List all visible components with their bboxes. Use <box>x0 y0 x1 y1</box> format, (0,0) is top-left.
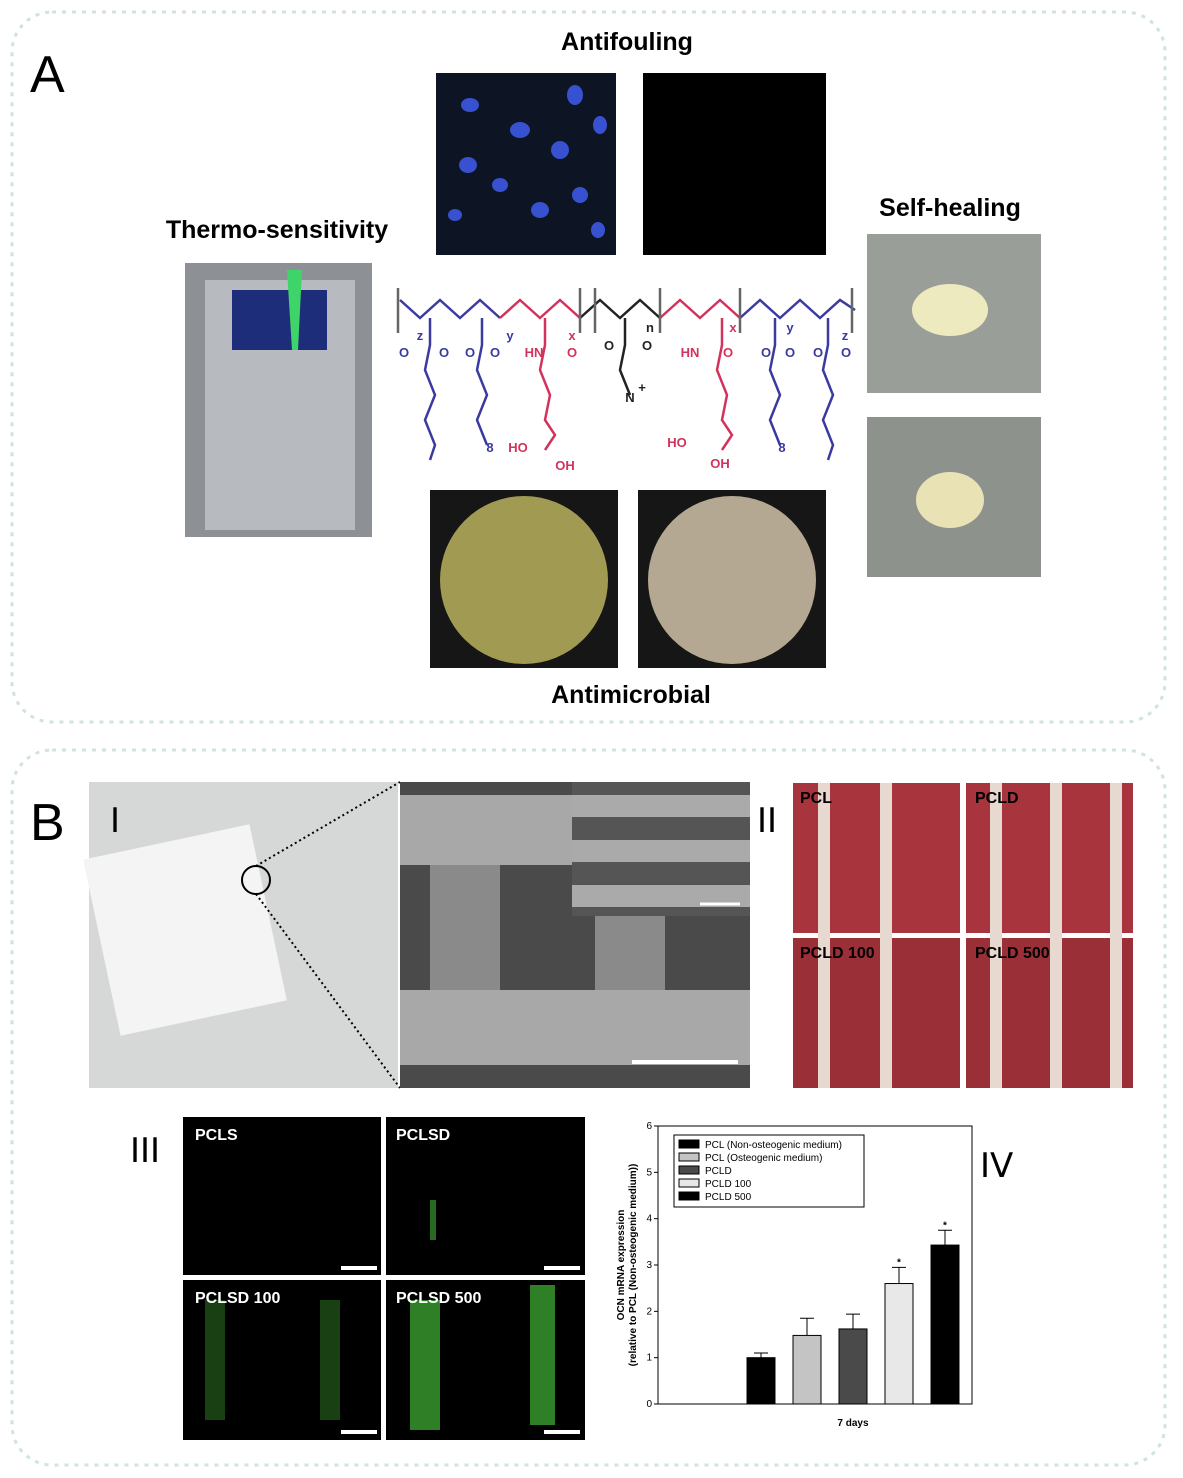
structure-label: y <box>506 328 514 343</box>
sub-label: IV <box>980 1146 1013 1186</box>
structure-label: z <box>417 328 424 343</box>
y-label: (relative to PCL (Non-osteogenic medium)… <box>628 1164 639 1367</box>
y-tick-label: 2 <box>646 1306 652 1317</box>
structure-label: O <box>761 345 771 360</box>
x-label: 7 days <box>837 1418 869 1429</box>
y-tick-label: 6 <box>646 1121 652 1132</box>
legend-swatch <box>678 1191 700 1201</box>
panel-label: B <box>30 794 65 852</box>
structure-label: y <box>786 320 794 335</box>
legend-label: PCLD <box>705 1166 732 1177</box>
panel-label: A <box>30 46 65 104</box>
structure-label: HO <box>508 440 528 455</box>
structure-label: 8 <box>486 440 493 455</box>
photo-label: PCLD <box>975 790 1019 807</box>
chemical-structure <box>396 288 856 461</box>
annotation: * <box>943 1220 947 1231</box>
legend-label: PCL (Osteogenic medium) <box>705 1153 822 1164</box>
legend-swatch <box>678 1152 700 1162</box>
structure-label: O <box>841 345 851 360</box>
structure-label: O <box>604 338 614 353</box>
photo-label: PCLS <box>195 1127 238 1144</box>
y-tick-label: 1 <box>646 1353 652 1364</box>
legend-swatch <box>678 1165 700 1175</box>
photos <box>83 781 1133 1440</box>
legend-frame <box>673 1134 865 1208</box>
y-tick-label: 4 <box>646 1214 652 1225</box>
photos <box>185 73 1041 668</box>
legend-swatch <box>678 1139 700 1149</box>
structure-label: n <box>646 320 654 335</box>
structure-label: N <box>625 390 634 405</box>
y-tick-label: 5 <box>646 1167 652 1178</box>
bar <box>884 1283 914 1405</box>
structure-label: x <box>568 328 576 343</box>
structure-label: O <box>439 345 449 360</box>
structure-label: HN <box>525 345 544 360</box>
legend-label: PCL (Non-osteogenic medium) <box>705 1140 842 1151</box>
y-tick-label: 0 <box>646 1399 652 1410</box>
structure-label: O <box>813 345 823 360</box>
structure-label: OH <box>710 456 730 471</box>
photo-label: PCL <box>800 790 832 807</box>
structure-label: x <box>729 320 737 335</box>
bar <box>746 1357 776 1405</box>
structure-label: O <box>785 345 795 360</box>
error-bar <box>800 1317 814 1336</box>
bar <box>792 1334 822 1405</box>
heading: Antimicrobial <box>551 681 711 709</box>
error-bar <box>754 1352 768 1358</box>
error-bar <box>938 1229 952 1246</box>
legend-label: PCLD 500 <box>705 1192 752 1203</box>
annotation: * <box>897 1257 901 1268</box>
structure-label: O <box>465 345 475 360</box>
heading: Antifouling <box>561 28 693 56</box>
structure-label: O <box>567 345 577 360</box>
structure-label: HO <box>667 435 687 450</box>
error-bar <box>892 1266 906 1284</box>
sub-label: III <box>130 1131 160 1171</box>
error-bar <box>846 1313 860 1329</box>
photo-label: PCLSD 100 <box>195 1290 280 1307</box>
structure-label: z <box>842 328 849 343</box>
sub-label: II <box>757 801 777 841</box>
panel-b-frame <box>10 748 1167 1467</box>
structure-label: OH <box>555 458 575 473</box>
structure-label: HN <box>681 345 700 360</box>
legend-label: PCLD 100 <box>705 1179 752 1190</box>
bar <box>930 1244 960 1405</box>
heading: Thermo-sensitivity <box>166 216 388 244</box>
structure-label: O <box>642 338 652 353</box>
photo-label: PCLD 500 <box>975 945 1050 962</box>
y-label: OCN mRNA expression <box>616 1210 627 1321</box>
panel-a-frame <box>10 10 1167 724</box>
bar <box>838 1328 868 1405</box>
heading: Self-healing <box>879 194 1021 222</box>
photo-label: PCLD 100 <box>800 945 875 962</box>
legend-swatch <box>678 1178 700 1188</box>
structure-label: O <box>723 345 733 360</box>
structure-label: 8 <box>778 440 785 455</box>
structure-label: O <box>490 345 500 360</box>
y-tick-label: 3 <box>646 1260 652 1271</box>
structure-label: + <box>638 380 646 395</box>
photo-label: PCLSD <box>396 1127 450 1144</box>
structure-label: O <box>399 345 409 360</box>
photo-label: PCLSD 500 <box>396 1290 481 1307</box>
sub-label: I <box>110 801 120 841</box>
